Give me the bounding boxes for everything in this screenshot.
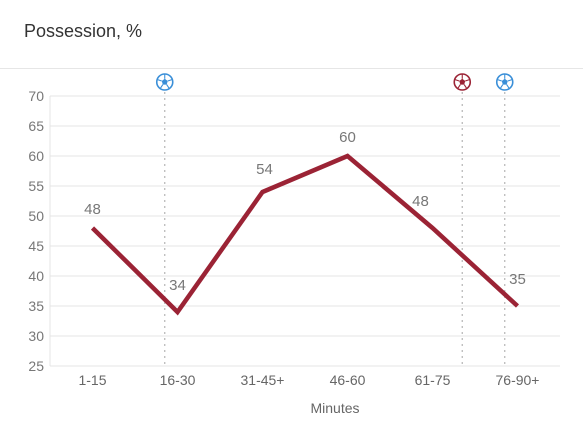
y-tick-label: 30 bbox=[28, 328, 44, 344]
football-icon-seam bbox=[167, 79, 173, 82]
football-icon-seam bbox=[159, 84, 164, 89]
data-label: 60 bbox=[339, 129, 356, 146]
y-tick-label: 65 bbox=[28, 118, 44, 134]
y-tick-label: 70 bbox=[28, 88, 44, 104]
football-icon-seam bbox=[506, 84, 510, 89]
football-icon-seam bbox=[166, 84, 170, 89]
data-label: 35 bbox=[509, 271, 526, 288]
y-tick-label: 50 bbox=[28, 208, 44, 224]
possession-series-line bbox=[90, 153, 520, 316]
x-tick-label: 76-90+ bbox=[496, 372, 540, 388]
x-tick-label: 1-15 bbox=[78, 372, 106, 388]
football-icon bbox=[495, 73, 514, 91]
football-icon-seam bbox=[507, 79, 513, 82]
football-icon-seam bbox=[499, 84, 504, 89]
y-tick-label: 45 bbox=[28, 238, 44, 254]
header-divider bbox=[0, 68, 583, 69]
football-icon-seam bbox=[497, 79, 502, 82]
football-icon bbox=[453, 73, 472, 91]
data-label: 34 bbox=[169, 277, 186, 294]
football-icon-seam bbox=[157, 79, 162, 82]
y-tick-label: 55 bbox=[28, 178, 44, 194]
football-icon-seam bbox=[457, 84, 461, 89]
x-tick-label: 46-60 bbox=[330, 372, 366, 388]
x-axis-label: Minutes bbox=[310, 400, 359, 416]
y-tick-label: 25 bbox=[28, 358, 44, 374]
y-tick-label: 60 bbox=[28, 148, 44, 164]
football-icon-seam bbox=[454, 79, 460, 82]
x-tick-label: 61-75 bbox=[415, 372, 451, 388]
football-icon-seam bbox=[465, 79, 470, 82]
football-icon-patch bbox=[459, 78, 466, 85]
y-tick-label: 35 bbox=[28, 298, 44, 314]
football-icon-patch bbox=[161, 78, 168, 85]
data-label: 48 bbox=[84, 201, 101, 218]
football-icon-patch bbox=[501, 78, 508, 85]
football-icon-seam bbox=[463, 84, 468, 89]
data-label: 48 bbox=[412, 193, 429, 210]
football-icon bbox=[155, 73, 174, 91]
x-tick-label: 31-45+ bbox=[241, 372, 285, 388]
y-tick-label: 40 bbox=[28, 268, 44, 284]
data-label: 54 bbox=[256, 161, 273, 178]
x-tick-label: 16-30 bbox=[160, 372, 196, 388]
chart-title: Possession, % bbox=[24, 21, 143, 41]
